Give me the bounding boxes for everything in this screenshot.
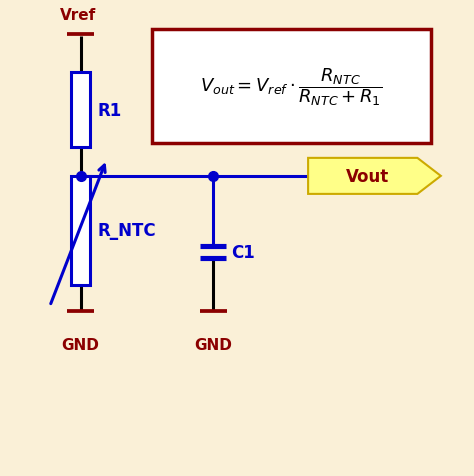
Bar <box>71 177 90 285</box>
Text: $V_{out} = V_{ref} \cdot \dfrac{R_{NTC}}{R_{NTC} + R_1}$: $V_{out} = V_{ref} \cdot \dfrac{R_{NTC}}… <box>200 66 383 108</box>
Bar <box>152 30 431 143</box>
Text: R1: R1 <box>97 101 121 119</box>
Text: R_NTC: R_NTC <box>97 222 156 240</box>
Text: Vref: Vref <box>60 8 96 23</box>
Bar <box>71 72 90 148</box>
Text: C1: C1 <box>231 243 255 261</box>
Text: GND: GND <box>62 337 100 352</box>
Text: GND: GND <box>194 337 232 352</box>
Polygon shape <box>308 159 441 195</box>
Text: Vout: Vout <box>346 168 389 186</box>
